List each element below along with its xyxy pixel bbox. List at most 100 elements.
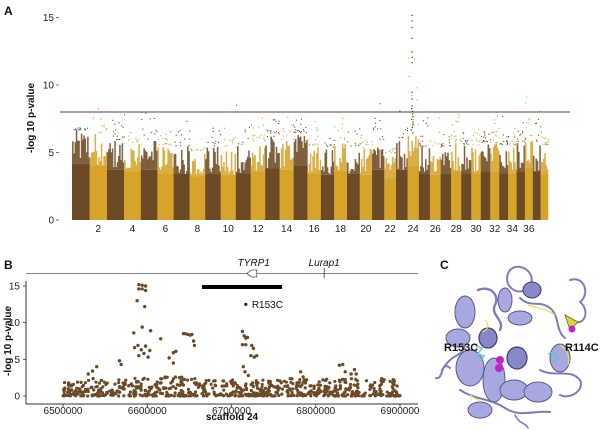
chromosome-density xyxy=(512,147,515,174)
snp-point xyxy=(190,377,194,381)
chromosome-density xyxy=(477,169,479,174)
chromosome-density xyxy=(348,173,350,174)
snp-point xyxy=(258,387,262,391)
snp-point xyxy=(464,143,466,145)
snp-point xyxy=(547,138,549,140)
snp-point xyxy=(321,378,325,382)
snp-point xyxy=(193,377,197,381)
snp-point xyxy=(312,384,316,388)
snp-point xyxy=(297,130,299,132)
chromosome-density xyxy=(92,152,94,166)
snp-point xyxy=(89,386,93,390)
chromosome-band-16 xyxy=(307,173,322,220)
snp-point xyxy=(95,364,99,369)
chromosome-density xyxy=(429,160,432,175)
snp-point xyxy=(110,388,114,392)
chromosome-band-22 xyxy=(384,178,397,220)
snp-point xyxy=(207,378,211,382)
panel-a-letter: A xyxy=(4,4,13,18)
chromosome-density xyxy=(370,150,373,175)
chromosome-density xyxy=(308,163,311,174)
chromosome-density xyxy=(421,146,423,174)
snp-point xyxy=(235,146,237,148)
snp-point xyxy=(329,144,331,146)
chromosome-density xyxy=(405,167,407,170)
chromosome-density xyxy=(240,162,243,174)
snp-point xyxy=(379,392,383,396)
snp-point xyxy=(202,149,204,151)
snp-point xyxy=(395,148,397,150)
snp-point xyxy=(336,391,340,395)
chromosome-density xyxy=(330,166,332,175)
snp-point xyxy=(356,133,358,135)
snp-point xyxy=(140,283,144,287)
snp-point xyxy=(78,388,82,392)
snp-point xyxy=(332,146,334,148)
chromosome-density xyxy=(148,156,151,170)
snp-point xyxy=(308,144,310,146)
snp-point xyxy=(411,110,414,112)
chromosome-density xyxy=(143,148,145,170)
chromosome-density xyxy=(265,145,267,169)
snp-point xyxy=(233,393,238,397)
snp-point xyxy=(509,142,511,144)
snp-point xyxy=(442,143,444,145)
regional-highlight-points xyxy=(86,282,358,379)
snp-point xyxy=(133,394,137,398)
snp-point xyxy=(129,394,133,398)
chromosome-density xyxy=(344,144,347,172)
snp-point xyxy=(293,131,295,134)
chromosome-density xyxy=(273,142,275,169)
snp-point xyxy=(354,130,356,132)
snp-point xyxy=(481,136,483,138)
snp-point xyxy=(517,141,519,143)
chromosome-band-26 xyxy=(429,174,441,220)
snp-point xyxy=(267,130,269,132)
chromosome-density xyxy=(125,168,127,172)
snp-point xyxy=(241,143,243,145)
snp-point xyxy=(198,383,202,387)
chromosome-density xyxy=(467,168,470,174)
chromosome-band-35 xyxy=(516,171,526,220)
chromosome-density xyxy=(460,170,462,172)
snp-point xyxy=(81,394,85,398)
protein-helices xyxy=(445,281,571,419)
snp-point xyxy=(75,386,79,390)
snp-point xyxy=(105,129,107,131)
snp-point xyxy=(171,351,176,355)
snp-point xyxy=(436,143,438,145)
snp-point xyxy=(102,380,106,384)
snp-point xyxy=(544,143,546,145)
chromosome-density xyxy=(357,164,359,174)
ion-sphere xyxy=(568,325,576,333)
snp-point xyxy=(97,390,102,394)
snp-point xyxy=(460,140,462,142)
chromosome-density xyxy=(546,169,549,174)
snp-point xyxy=(420,135,422,137)
chromosome-density xyxy=(365,159,368,175)
snp-point xyxy=(244,129,246,131)
snp-point xyxy=(117,394,121,398)
snp-point xyxy=(281,138,283,140)
snp-point xyxy=(425,145,427,147)
snp-point xyxy=(329,137,331,140)
snp-point xyxy=(315,143,317,145)
snp-point xyxy=(542,143,544,145)
snp-point xyxy=(164,386,168,390)
snp-point xyxy=(134,385,138,389)
snp-point xyxy=(408,57,410,59)
chromosome-density xyxy=(108,149,110,170)
chromosome-density xyxy=(410,155,412,166)
snp-point xyxy=(181,394,185,398)
snp-point xyxy=(269,393,273,397)
snp-point xyxy=(477,132,479,135)
manhattan-x-tick-labels: 2 4 6 8 10 12 14 16 18 20 22 24 26 28 30 32 34 36 xyxy=(96,224,535,235)
chromosome-density xyxy=(411,140,413,166)
snp-point xyxy=(171,384,175,389)
snp-point xyxy=(269,130,271,132)
ion-sphere xyxy=(495,364,503,372)
chromosome-density xyxy=(541,162,544,174)
chromosome-density xyxy=(224,171,227,175)
snp-point xyxy=(414,58,416,60)
chromosome-band-23 xyxy=(396,169,408,220)
